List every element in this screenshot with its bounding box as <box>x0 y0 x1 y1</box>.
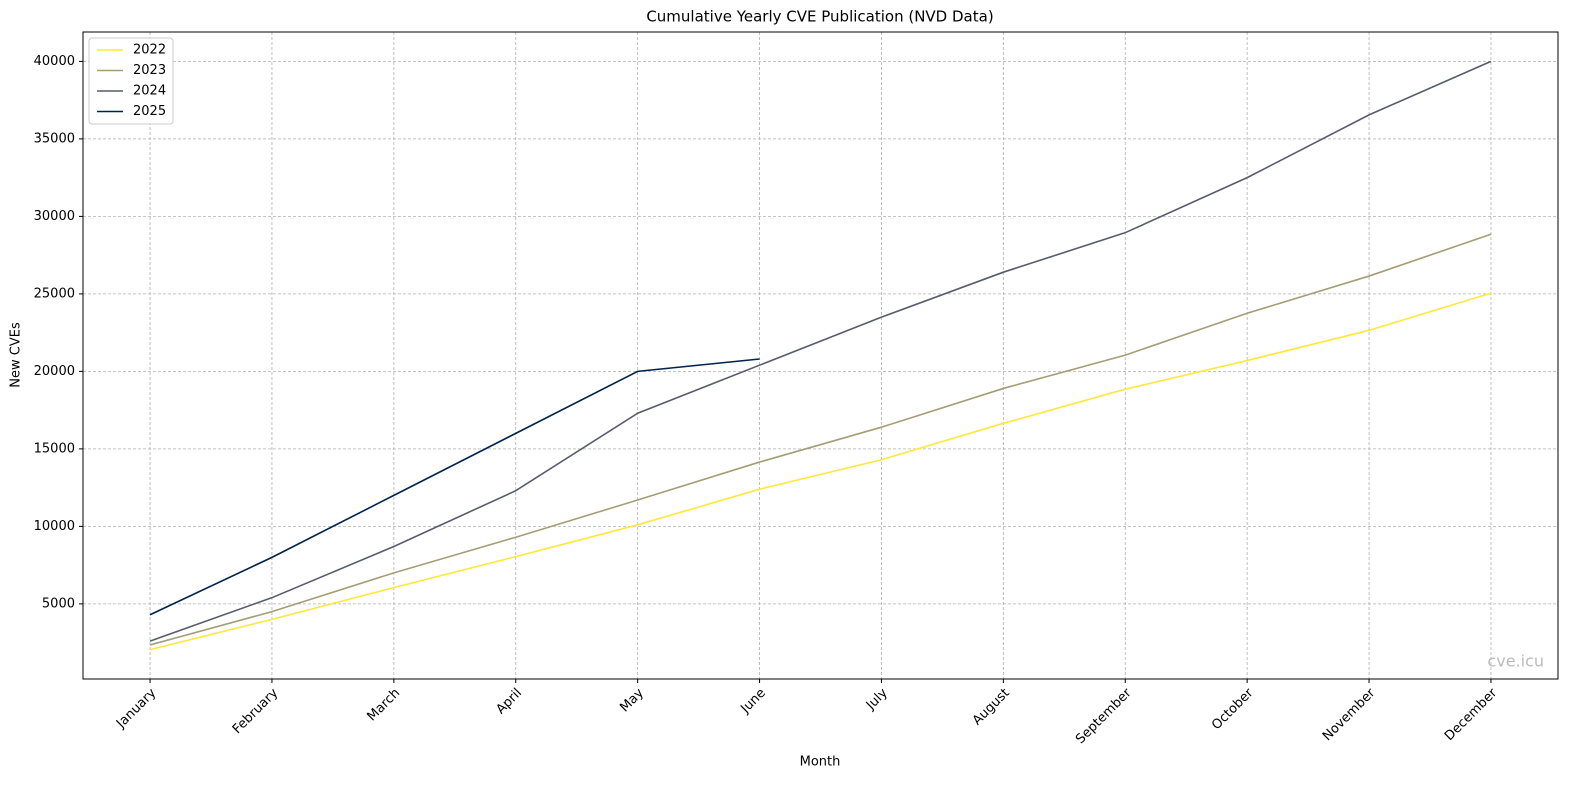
legend-box <box>88 37 174 125</box>
x-tick-label: June <box>738 686 769 717</box>
x-tick-label: October <box>1209 685 1257 733</box>
y-tick-label: 10000 <box>34 519 75 534</box>
x-tick-label: August <box>970 686 1013 729</box>
legend-label: 2025 <box>133 104 166 119</box>
plot-frame <box>82 31 1559 680</box>
y-tick-label: 5000 <box>42 596 75 611</box>
x-tick-label: April <box>493 686 525 718</box>
x-tick-label: February <box>230 685 282 737</box>
y-tick-label: 35000 <box>34 131 75 146</box>
x-tick-label: March <box>365 686 404 725</box>
legend-label: 2022 <box>133 43 166 58</box>
series-line <box>149 60 1492 642</box>
y-axis-label: New CVEs <box>9 322 24 388</box>
legend-label: 2023 <box>133 63 166 78</box>
x-tick-label: December <box>1442 685 1501 744</box>
series-line <box>149 358 760 616</box>
x-tick-label: November <box>1320 685 1379 744</box>
legend: 2022 2023 2024 2025 <box>88 37 174 125</box>
x-tick-label: May <box>617 685 647 715</box>
y-tick-label: 30000 <box>34 209 75 224</box>
y-tick-label: 25000 <box>34 286 75 301</box>
legend-label: 2024 <box>133 84 166 99</box>
series-line <box>149 233 1492 646</box>
x-tick-label: January <box>113 685 159 731</box>
chart-title: Cumulative Yearly CVE Publication (NVD D… <box>646 8 993 26</box>
x-tick-label: September <box>1073 685 1135 747</box>
watermark: cve.icu <box>1487 652 1544 671</box>
x-axis-label: Month <box>800 755 841 770</box>
y-tick-label: 15000 <box>34 441 75 456</box>
y-tick-label: 20000 <box>34 364 75 379</box>
x-tick-label: July <box>863 685 891 713</box>
series-line <box>149 292 1492 651</box>
y-tick-label: 40000 <box>34 54 75 69</box>
